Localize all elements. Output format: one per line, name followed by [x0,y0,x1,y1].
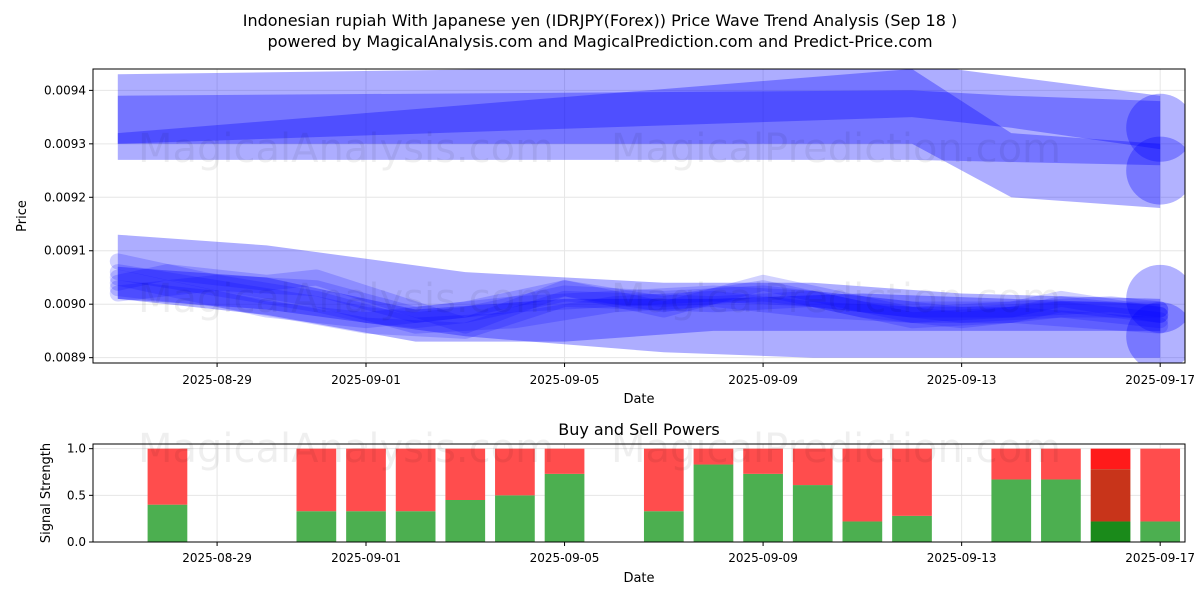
signal-x-ticks: 2025-08-29 2025-09-01 2025-09-05 2025-09-09… [182,542,1195,565]
sell-power-bar-overlap [1090,469,1131,522]
price-x-tick-label: 2025-09-01 [331,373,401,387]
signal-chart-title: Buy and Sell Powers [558,420,720,439]
buy-power-bar [643,511,684,542]
price-x-axis-label: Date [623,392,654,407]
sell-power-bar [842,448,883,522]
signal-x-tick-label: 2025-09-05 [530,551,600,565]
sell-power-bar [743,448,783,474]
sell-power-bar [296,448,337,512]
price-y-axis-label: Price [15,200,30,232]
buy-power-bar [1090,521,1131,542]
buy-power-bar [991,479,1032,542]
price-wave-band [117,69,1161,166]
price-x-tick-label: 2025-09-17 [1125,373,1195,387]
signal-x-axis-label: Date [623,571,654,586]
signal-axes-frame [92,443,1186,543]
price-x-ticks: 2025-08-29 2025-09-01 2025-09-05 2025-09-09… [182,363,1195,387]
watermark-prediction-mid: MagicalPrediction.com [611,276,1061,322]
sell-power-bar [693,448,734,465]
price-x-tick-label: 2025-08-29 [182,373,252,387]
price-y-tick-label: 0.0090 [44,297,86,311]
buy-power-bar [495,495,535,542]
price-wave-band [117,234,1161,358]
price-y-ticks: 0.0089 0.0090 0.0091 0.0092 0.0093 0.0094 [44,83,93,365]
price-x-tick-label: 2025-09-13 [927,373,997,387]
price-x-tick-label: 2025-09-05 [530,373,600,387]
price-wave-line [109,264,1169,329]
buy-power-bar [892,515,932,542]
signal-panel: Buy and Sell Powers MagicalAnalysis.com … [39,420,1195,586]
price-wave-line [109,280,1169,339]
sell-power-bar [643,448,684,512]
price-wave-end-cap [1126,93,1185,162]
watermark-prediction-top: MagicalPrediction.com [611,126,1061,172]
signal-y-tick-label: 0.0 [67,535,86,549]
buy-power-bar [346,511,386,542]
price-y-tick-label: 0.0091 [44,244,86,258]
price-plot-area [109,69,1185,363]
signal-plot-area [147,448,1181,542]
sell-power-bar [1041,448,1081,480]
price-panel: MagicalAnalysis.com MagicalPrediction.co… [15,68,1195,407]
buy-power-bar [544,473,585,542]
buy-power-bar [743,473,783,542]
chart-title-line2: powered by MagicalAnalysis.com and Magic… [267,32,932,51]
price-y-tick-label: 0.0094 [44,83,86,97]
sell-power-bar [495,448,535,496]
chart-title-line1: Indonesian rupiah With Japanese yen (IDR… [243,11,958,30]
sell-power-bar-strong [1090,448,1131,470]
watermark-analysis-bottom: MagicalAnalysis.com [138,426,554,472]
price-wave-end-cap [1126,264,1185,333]
sell-power-bar [1140,448,1181,522]
buy-power-bar [842,521,883,542]
price-wave-line [109,253,1169,323]
price-wave-end-cap [1126,136,1185,205]
signal-x-tick-label: 2025-09-13 [927,551,997,565]
price-wave-end-cap [1126,302,1185,363]
price-y-tick-label: 0.0089 [44,351,86,365]
signal-y-tick-label: 1.0 [67,442,86,456]
price-wave-line [109,264,1169,334]
sell-power-bar [147,448,188,505]
signal-y-tick-label: 0.5 [67,488,86,502]
watermark-analysis-mid: MagicalAnalysis.com [138,276,554,322]
price-y-tick-label: 0.0093 [44,137,86,151]
buy-power-bar [395,511,436,542]
price-wave-line [109,274,1169,334]
buy-power-bar [1140,521,1181,542]
sell-power-bar [445,448,486,500]
buy-power-bar [296,511,337,542]
price-wave-line [109,269,1169,329]
price-wave-band [117,69,1161,208]
price-y-tick-label: 0.0092 [44,190,86,204]
signal-x-tick-label: 2025-08-29 [182,551,252,565]
price-wave-band [117,90,1161,150]
signal-y-axis-label: Signal Strength [39,443,54,543]
buy-power-bar [1041,479,1081,542]
buy-power-bar [445,500,486,542]
watermark-analysis-top: MagicalAnalysis.com [138,126,554,172]
buy-power-bar [147,504,188,542]
sell-power-bar [792,448,833,486]
sell-power-bar [991,448,1032,480]
price-wave-band [117,266,1161,342]
price-grid [93,69,1185,363]
sell-power-bar [544,448,585,474]
sell-power-bar [892,448,932,516]
sell-power-bar [346,448,386,512]
price-x-tick-label: 2025-09-09 [728,373,798,387]
price-axes-frame [92,68,1186,364]
signal-x-tick-label: 2025-09-01 [331,551,401,565]
signal-y-ticks: 0.0 0.5 1.0 [67,442,93,549]
signal-x-tick-label: 2025-09-17 [1125,551,1195,565]
buy-power-bar [792,485,833,542]
buy-power-bar [693,464,734,542]
watermark-prediction-bottom: MagicalPrediction.com [611,426,1061,472]
signal-x-tick-label: 2025-09-09 [728,551,798,565]
sell-power-bar [395,448,436,512]
